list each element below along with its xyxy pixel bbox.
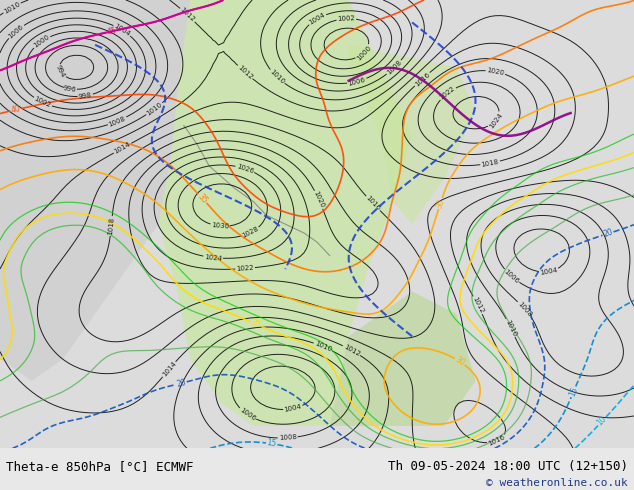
- Text: 1014: 1014: [161, 361, 177, 378]
- Text: 1006: 1006: [7, 23, 25, 39]
- Text: 1008: 1008: [517, 300, 533, 318]
- Text: 25: 25: [250, 318, 262, 330]
- Polygon shape: [330, 292, 476, 426]
- Text: 15: 15: [266, 439, 277, 449]
- Text: 1030: 1030: [211, 222, 230, 230]
- Text: © weatheronline.co.uk: © weatheronline.co.uk: [486, 478, 628, 488]
- Text: 1020: 1020: [313, 190, 325, 209]
- Text: 1008: 1008: [385, 59, 403, 76]
- Text: 1012: 1012: [342, 343, 361, 357]
- Text: 1022: 1022: [439, 85, 456, 101]
- Text: 40: 40: [10, 104, 22, 115]
- Polygon shape: [349, 45, 476, 224]
- Text: 998: 998: [78, 92, 93, 100]
- Text: 1012: 1012: [471, 296, 484, 315]
- Text: 1012: 1012: [236, 64, 254, 80]
- Text: 1024: 1024: [488, 112, 504, 129]
- FancyBboxPatch shape: [0, 0, 634, 448]
- Text: 1000: 1000: [356, 44, 372, 61]
- Text: 1008: 1008: [278, 434, 297, 441]
- Text: 1016: 1016: [413, 71, 431, 87]
- Text: 1016: 1016: [365, 195, 382, 212]
- Text: 1016: 1016: [488, 434, 506, 447]
- Text: 35: 35: [196, 192, 209, 205]
- Text: 1008: 1008: [108, 115, 127, 127]
- Text: 1018: 1018: [481, 159, 500, 168]
- Text: 1024: 1024: [204, 254, 223, 262]
- Text: 30: 30: [435, 197, 446, 209]
- Text: 1006: 1006: [347, 76, 366, 87]
- Text: 1010: 1010: [314, 341, 332, 353]
- Text: 45: 45: [106, 26, 118, 37]
- Text: 1028: 1028: [241, 226, 260, 239]
- Text: 1004: 1004: [113, 23, 131, 37]
- Text: 1004: 1004: [308, 12, 327, 26]
- Text: 1002: 1002: [33, 96, 52, 109]
- Text: 15: 15: [567, 386, 579, 398]
- Text: Th 09-05-2024 18:00 UTC (12+150): Th 09-05-2024 18:00 UTC (12+150): [387, 460, 628, 473]
- Text: 996: 996: [62, 85, 76, 93]
- Text: 1018: 1018: [107, 217, 115, 235]
- Text: 30: 30: [453, 355, 467, 368]
- Text: 1000: 1000: [32, 34, 51, 49]
- Text: 1010: 1010: [145, 101, 164, 117]
- Text: 1006: 1006: [238, 407, 257, 422]
- Text: 20: 20: [602, 228, 614, 239]
- Text: 1012: 1012: [179, 7, 196, 24]
- Text: 1004: 1004: [540, 267, 558, 276]
- Text: 1010: 1010: [268, 69, 285, 85]
- Text: 1020: 1020: [486, 67, 505, 76]
- Text: 20: 20: [176, 378, 187, 389]
- Text: 1010: 1010: [504, 318, 517, 337]
- Polygon shape: [0, 0, 190, 381]
- Text: 1006: 1006: [503, 268, 520, 285]
- Polygon shape: [158, 0, 412, 426]
- Text: 1002: 1002: [337, 15, 356, 22]
- Text: 1026: 1026: [236, 163, 254, 174]
- Text: Theta-e 850hPa [°C] ECMWF: Theta-e 850hPa [°C] ECMWF: [6, 460, 194, 473]
- Text: 1004: 1004: [283, 404, 302, 414]
- Text: 1010: 1010: [3, 0, 21, 15]
- Text: 10: 10: [595, 415, 609, 428]
- Text: 994: 994: [55, 64, 66, 79]
- Text: 1014: 1014: [113, 141, 132, 155]
- Text: 1022: 1022: [236, 265, 254, 272]
